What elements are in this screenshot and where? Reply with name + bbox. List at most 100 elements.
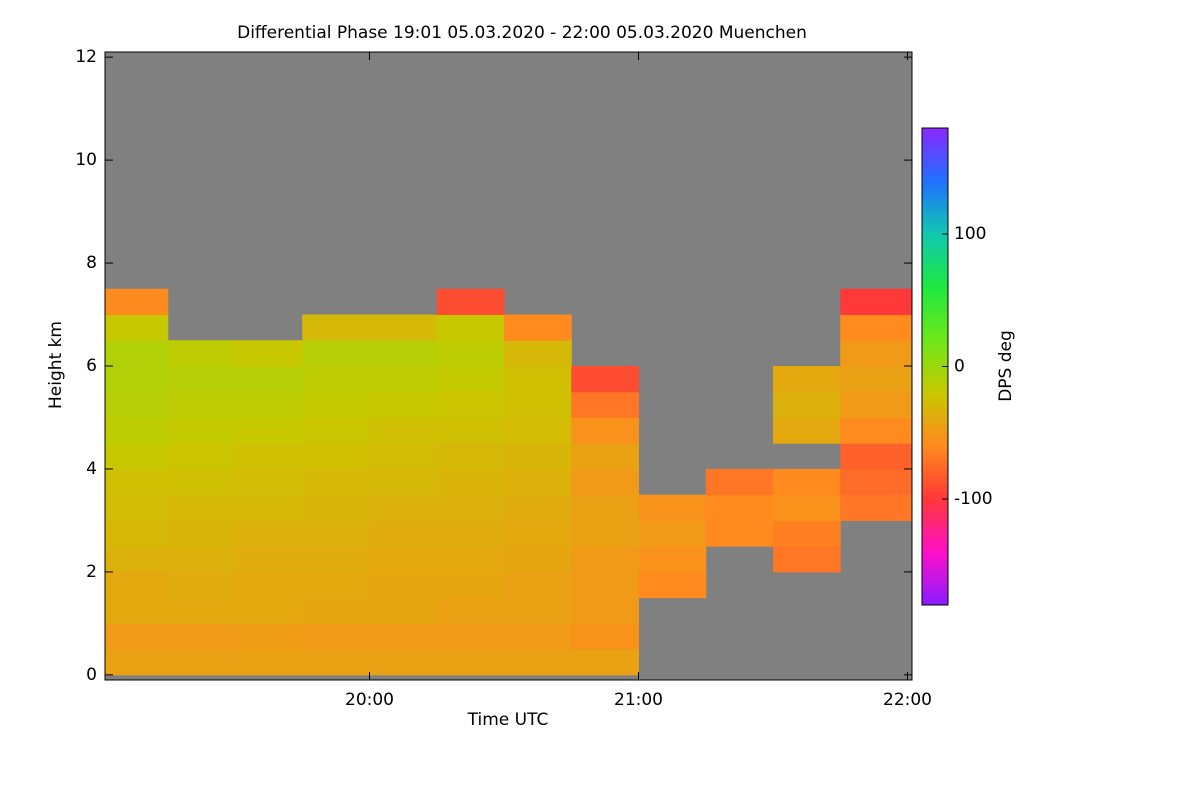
heat-cell — [840, 417, 913, 444]
heat-cell — [302, 494, 371, 521]
heat-cell — [436, 468, 505, 496]
heat-cell — [504, 494, 572, 521]
heat-cell — [369, 443, 438, 470]
heat-cell — [167, 571, 236, 599]
heat-cell — [302, 340, 371, 367]
heat-cell — [773, 546, 841, 573]
heat-cell — [167, 417, 236, 444]
heat-cell — [638, 520, 707, 547]
heat-cell — [369, 623, 438, 650]
heat-cell — [504, 597, 572, 624]
heat-cell — [436, 417, 505, 444]
heat-cell — [105, 546, 169, 573]
heat-cell — [571, 391, 640, 418]
y-axis-label: Height km — [46, 321, 66, 409]
heat-cell — [302, 314, 371, 341]
heat-cell — [436, 649, 505, 676]
heat-cell — [571, 520, 640, 547]
x-tick-label: 22:00 — [883, 690, 932, 710]
heat-cell — [504, 571, 572, 599]
heat-cell — [369, 494, 438, 521]
heat-cell — [504, 340, 572, 367]
heat-cell — [571, 649, 640, 676]
heat-cell — [235, 649, 303, 676]
heat-cell — [369, 546, 438, 573]
heat-cell — [638, 494, 707, 521]
heat-cell — [705, 520, 774, 547]
heat-cell — [167, 494, 236, 521]
heat-cell — [840, 443, 913, 470]
heat-cell — [504, 649, 572, 676]
heat-cell — [302, 443, 371, 470]
heat-cell — [105, 494, 169, 521]
heat-cell — [105, 649, 169, 676]
x-axis-label: Time UTC — [467, 710, 549, 730]
heat-cell — [436, 443, 505, 470]
heat-cell — [504, 417, 572, 444]
heat-cell — [571, 571, 640, 599]
heat-cell — [235, 494, 303, 521]
heat-cell — [369, 520, 438, 547]
heat-cell — [840, 494, 913, 521]
heat-cell — [235, 417, 303, 444]
heat-cell — [235, 520, 303, 547]
heat-cell — [571, 417, 640, 444]
heat-cell — [167, 391, 236, 418]
heat-cell — [840, 366, 913, 393]
heat-cell — [105, 340, 169, 367]
heat-cell — [840, 288, 913, 316]
heat-cell — [105, 366, 169, 393]
heat-cell — [840, 314, 913, 341]
heat-cell — [105, 288, 169, 316]
heat-cell — [235, 340, 303, 367]
heat-cell — [436, 571, 505, 599]
heat-cell — [302, 623, 371, 650]
heat-cell — [302, 417, 371, 444]
y-tick-label: 2 — [86, 562, 97, 582]
y-tick-label: 10 — [75, 150, 97, 170]
heat-cell — [167, 340, 236, 367]
heat-cell — [504, 366, 572, 393]
heat-cell — [369, 391, 438, 418]
heat-cell — [105, 571, 169, 599]
heat-cell — [436, 288, 505, 316]
heat-cell — [773, 520, 841, 547]
colorbar-tick-label: 0 — [954, 357, 965, 377]
chart-title: Differential Phase 19:01 05.03.2020 - 22… — [237, 23, 807, 43]
heat-cell — [235, 571, 303, 599]
heat-cell — [235, 391, 303, 418]
heat-cell — [504, 546, 572, 573]
colorbar-tick-label: -100 — [954, 489, 993, 509]
heat-cell — [302, 520, 371, 547]
y-tick-label: 6 — [86, 356, 97, 376]
x-tick-label: 20:00 — [345, 690, 394, 710]
heat-cell — [504, 520, 572, 547]
heat-cell — [167, 623, 236, 650]
heat-cell — [571, 468, 640, 496]
heat-cell — [436, 623, 505, 650]
heat-cell — [167, 597, 236, 624]
heat-cell — [571, 443, 640, 470]
heat-cell — [840, 391, 913, 418]
heat-cell — [167, 366, 236, 393]
heat-cell — [638, 571, 707, 599]
heat-cell — [167, 649, 236, 676]
heat-cell — [638, 546, 707, 573]
heat-cell — [105, 520, 169, 547]
heat-cell — [436, 546, 505, 573]
heat-cell — [235, 366, 303, 393]
heat-cell — [571, 623, 640, 650]
heat-cell — [773, 494, 841, 521]
x-tick-label: 21:00 — [614, 690, 663, 710]
heat-cell — [105, 417, 169, 444]
heat-cell — [705, 494, 774, 521]
heat-cell — [504, 468, 572, 496]
heat-cell — [302, 366, 371, 393]
heat-cell — [105, 314, 169, 341]
y-tick-label: 0 — [86, 665, 97, 685]
heat-cell — [167, 443, 236, 470]
heat-cell — [105, 391, 169, 418]
colorbar-label: DPS deg — [996, 330, 1016, 402]
heat-cell — [773, 468, 841, 496]
